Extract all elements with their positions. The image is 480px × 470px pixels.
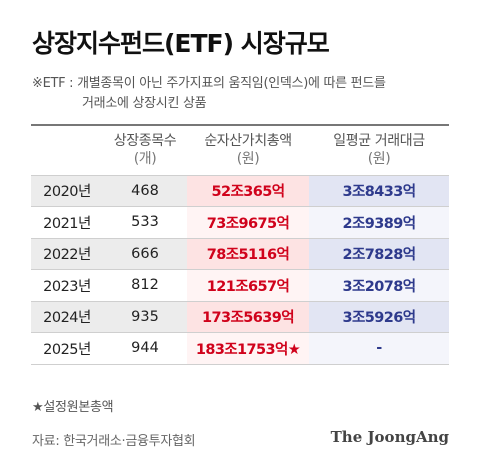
cell-year: 2021년 — [31, 206, 103, 238]
header-unit: (개) — [133, 151, 157, 168]
table-row: 2021년 533 73조9675억 2조9389억 — [31, 206, 449, 238]
page-title: 상장지수펀드(ETF) 시장규모 — [32, 29, 330, 58]
cell-net-asset-value: 173조5639억 — [187, 300, 309, 333]
header-net-asset-value: 순자산가치총액 (원) — [187, 124, 309, 175]
table-row: 2020년 468 52조365억 3조8433억 — [31, 174, 449, 207]
table-header-row: 상장종목수 (개) 순자산가치총액 (원) 일평균 거래대금 (원) — [31, 124, 449, 175]
publisher-logo: The JoongAng — [330, 428, 449, 446]
etf-market-table: 상장종목수 (개) 순자산가치총액 (원) 일평균 거래대금 (원) 2020년… — [31, 124, 449, 365]
cell-daily-trading-value: - — [309, 332, 449, 365]
cell-net-asset-value: 52조365억 — [187, 174, 309, 207]
cell-net-asset-value: 78조5116억 — [187, 237, 309, 270]
header-year — [31, 124, 103, 175]
table-row: 2023년 812 121조657억 3조2078억 — [31, 269, 449, 301]
header-label: 순자산가치총액 — [204, 133, 292, 150]
cell-count: 468 — [103, 174, 187, 207]
cell-daily-trading-value: 2조7828억 — [309, 237, 449, 270]
header-unit: (원) — [236, 151, 260, 168]
header-label: 상장종목수 — [113, 133, 177, 150]
cell-count: 812 — [103, 269, 187, 301]
note-line-1: ※ETF : 개별종목이 아닌 주가지표의 움직임(인덱스)에 따른 펀드를 — [32, 76, 386, 91]
header-daily-trading-value: 일평균 거래대금 (원) — [309, 124, 449, 175]
cell-net-asset-value: 121조657억 — [187, 269, 309, 301]
table-row: 2025년 944 183조1753억★ - — [31, 332, 449, 365]
cell-daily-trading-value: 3조2078억 — [309, 269, 449, 301]
header-label: 일평균 거래대금 — [333, 133, 425, 150]
definition-note: ※ETF : 개별종목이 아닌 주가지표의 움직임(인덱스)에 따른 펀드를 거… — [32, 74, 386, 114]
cell-net-asset-value: 73조9675억 — [187, 206, 309, 238]
cell-year: 2023년 — [31, 269, 103, 301]
header-unit: (원) — [367, 151, 391, 168]
cell-daily-trading-value: 2조9389억 — [309, 206, 449, 238]
cell-year: 2025년 — [31, 332, 103, 365]
footnote: ★설정원본총액 — [32, 400, 114, 415]
cell-daily-trading-value: 3조5926억 — [309, 300, 449, 333]
cell-year: 2020년 — [31, 174, 103, 207]
header-listed-count: 상장종목수 (개) — [103, 124, 187, 175]
table-row: 2024년 935 173조5639억 3조5926억 — [31, 300, 449, 333]
source-credit: 자료: 한국거래소·금융투자협회 — [32, 434, 196, 449]
cell-daily-trading-value: 3조8433억 — [309, 174, 449, 207]
cell-count: 533 — [103, 206, 187, 238]
cell-year: 2024년 — [31, 300, 103, 333]
cell-count: 944 — [103, 332, 187, 365]
note-line-2: 거래소에 상장시킨 상품 — [82, 96, 207, 111]
cell-year: 2022년 — [31, 237, 103, 270]
cell-net-asset-value: 183조1753억★ — [187, 332, 309, 365]
table-row: 2022년 666 78조5116억 2조7828억 — [31, 237, 449, 270]
cell-count: 935 — [103, 300, 187, 333]
cell-count: 666 — [103, 237, 187, 270]
